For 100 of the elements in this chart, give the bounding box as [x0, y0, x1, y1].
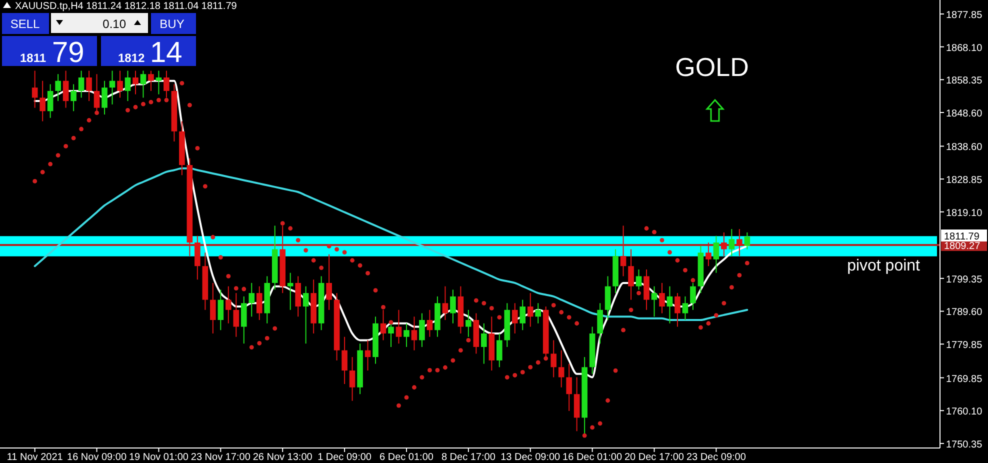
candlestick: [40, 80, 46, 122]
candlestick: [426, 309, 433, 338]
candlestick: [396, 309, 402, 344]
candlestick: [148, 70, 154, 92]
candlestick: [550, 340, 556, 378]
y-tick-label: 1769.85: [946, 374, 983, 385]
candlestick: [132, 70, 138, 95]
candlestick: [364, 340, 371, 372]
candlestick: [194, 235, 200, 280]
candlestick: [404, 322, 410, 348]
candlestick: [659, 282, 665, 314]
candlestick: [466, 309, 472, 338]
chart-title: XAUUSD.tp,H4 1811.24 1812.18 1811.04 1811.79: [15, 1, 238, 12]
y-tick-label: 1760.10: [946, 406, 983, 418]
annotation: BUY: [160, 17, 184, 31]
candlestick: [326, 254, 332, 310]
candlestick: [682, 296, 688, 320]
candlestick: [713, 235, 720, 274]
annotation: 1812: [118, 51, 146, 65]
candlestick: [419, 312, 425, 348]
candlestick: [86, 70, 92, 102]
candlestick: [62, 70, 69, 108]
candlestick: [32, 70, 38, 108]
candlestick: [349, 356, 356, 402]
candlestick: [380, 309, 386, 341]
candlestick: [124, 70, 131, 102]
candlestick: [102, 80, 108, 116]
candlestick: [744, 232, 750, 250]
y-tick-label: 1819.10: [946, 208, 983, 219]
candlestick: [256, 286, 262, 320]
candlestick: [597, 302, 603, 344]
candlestick: [248, 282, 255, 318]
candlestick: [295, 276, 301, 318]
x-tick-label: 23 Nov 17:00: [190, 452, 251, 463]
candlestick: [47, 84, 54, 118]
text: 1811.79: [944, 231, 980, 242]
x-tick-label: 20 Dec 17:00: [624, 452, 684, 463]
ref-line-label: 1809.27: [944, 240, 981, 252]
candlestick: [527, 292, 534, 328]
candlestick: [240, 296, 247, 344]
annotation: 79: [52, 37, 84, 69]
candlestick: [70, 84, 76, 112]
y-tick-label: 1828.85: [946, 175, 983, 186]
x-tick-label: 23 Dec 09:00: [686, 452, 746, 463]
y-tick-label: 1838.60: [946, 142, 983, 154]
candlestick: [651, 286, 658, 318]
x-tick-label: 11 Nov 2021: [6, 452, 64, 463]
x-tick-label: 16 Dec 01:00: [562, 452, 622, 463]
candlestick: [728, 228, 735, 256]
candlestick: [574, 376, 580, 432]
candlestick: [496, 332, 502, 368]
candlestick: [55, 74, 61, 102]
annotation: GOLD: [675, 52, 749, 82]
x-tick-label: 16 Nov 09:00: [67, 452, 127, 463]
x-tick-label: 1 Dec 09:00: [318, 452, 372, 463]
x-tick-label: 13 Dec 09:00: [500, 452, 561, 463]
candlestick: [690, 282, 696, 310]
candlestick: [450, 289, 456, 324]
candlestick: [302, 286, 309, 344]
x-tick-label: 26 Nov 13:00: [252, 452, 313, 463]
y-tick-label: 1848.60: [946, 108, 983, 120]
candlestick: [736, 228, 742, 256]
annotation: SELL: [10, 17, 40, 31]
x-tick-label: 19 Nov 01:00: [128, 452, 189, 463]
band-label: pivot point: [847, 257, 921, 274]
candlestick: [706, 242, 712, 267]
y-tick-label: 1868.10: [946, 42, 983, 54]
x-tick-label: 8 Dec 17:00: [441, 452, 496, 463]
candlestick: [674, 292, 680, 328]
candlestick: [520, 299, 526, 331]
candlestick: [442, 286, 448, 320]
candlestick: [156, 70, 162, 95]
annotation: 1811: [20, 51, 46, 65]
candlestick: [566, 363, 572, 412]
y-tick-label: 1789.60: [946, 307, 983, 318]
candlestick: [666, 286, 673, 324]
candlestick: [558, 350, 564, 388]
candlestick: [233, 292, 240, 338]
candlestick: [411, 316, 418, 351]
candlestick: [628, 248, 634, 300]
candlestick: [604, 276, 611, 320]
candlestick: [287, 272, 294, 310]
candlestick: [636, 268, 642, 290]
candlestick: [644, 268, 650, 310]
candlestick: [342, 336, 348, 384]
candlestick: [481, 322, 487, 364]
y-tick-label: 1779.85: [946, 340, 983, 352]
candlestick: [210, 282, 216, 334]
candlestick: [140, 70, 146, 98]
candlestick: [218, 289, 224, 331]
annotation: 0.10: [102, 17, 126, 31]
candlestick: [78, 70, 84, 98]
y-tick-label: 1858.35: [946, 76, 983, 87]
annotation: 14: [150, 37, 182, 69]
x-tick-label: 6 Dec 01:00: [380, 452, 434, 463]
candlestick: [512, 302, 518, 334]
y-tick-label: 1799.35: [946, 274, 983, 286]
candlestick: [721, 232, 727, 256]
candlestick: [226, 286, 232, 324]
candlestick: [117, 70, 123, 98]
